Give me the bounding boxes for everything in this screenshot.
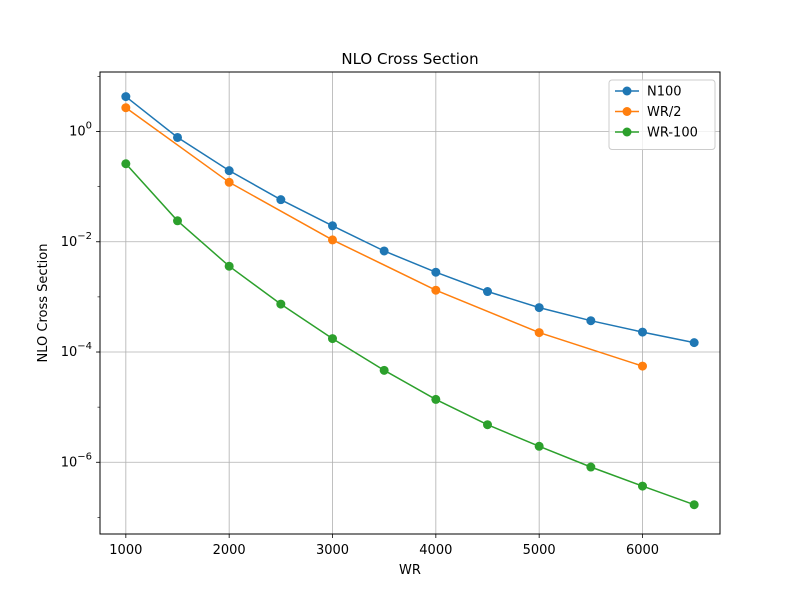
y-tick-label: 100 xyxy=(69,120,92,139)
data-point xyxy=(121,103,131,113)
data-point xyxy=(328,221,337,231)
series-line xyxy=(125,163,695,506)
data-point xyxy=(689,338,699,348)
x-tick-label: 1000 xyxy=(109,543,142,558)
x-tick-label: 6000 xyxy=(626,543,659,558)
data-point xyxy=(638,361,647,371)
legend-marker xyxy=(622,86,632,96)
data-point xyxy=(689,500,699,510)
y-axis-label: NLO Cross Section xyxy=(36,244,51,363)
series-N100 xyxy=(121,92,699,348)
legend-marker xyxy=(622,127,632,137)
data-point xyxy=(328,235,337,245)
data-point xyxy=(173,132,182,142)
series-line xyxy=(125,96,695,344)
data-point xyxy=(431,285,441,295)
data-point xyxy=(224,177,234,187)
series-line xyxy=(125,107,643,367)
data-point xyxy=(586,316,596,326)
y-tick-label: 10−4 xyxy=(61,341,92,360)
x-tick-label: 5000 xyxy=(523,543,556,558)
data-point xyxy=(534,303,544,313)
data-point xyxy=(638,327,647,337)
x-tick-label: 4000 xyxy=(419,543,452,558)
data-point xyxy=(379,365,389,375)
series-WR-100 xyxy=(121,159,699,510)
legend-label: N100 xyxy=(647,85,682,100)
data-point xyxy=(379,246,389,256)
data-point xyxy=(328,334,337,344)
data-point xyxy=(483,287,492,297)
legend: N100 WR/2 WR-100 xyxy=(608,79,716,150)
legend-item: N100 xyxy=(615,85,682,100)
legend-label: WR/2 xyxy=(647,105,682,120)
data-point xyxy=(276,299,286,309)
data-point xyxy=(224,261,234,271)
data-point xyxy=(121,92,131,102)
x-axis-label: WR xyxy=(399,563,421,578)
ticks: 1000 2000 3000 4000 5000 6000 10−6 10−4 10−2 100 xyxy=(61,76,659,558)
data-point xyxy=(121,159,131,169)
x-tick-label: 3000 xyxy=(316,543,349,558)
chart-title: NLO Cross Section xyxy=(341,50,478,68)
y-tick-label: 10−2 xyxy=(61,231,92,250)
series-layer xyxy=(121,92,699,510)
series-WR/2 xyxy=(121,103,647,371)
data-point xyxy=(224,166,234,176)
legend-item: WR/2 xyxy=(615,105,682,120)
data-point xyxy=(276,195,286,205)
data-point xyxy=(173,216,182,226)
data-point xyxy=(638,481,647,491)
data-point xyxy=(431,394,441,404)
legend-label: WR-100 xyxy=(647,126,698,141)
y-tick-label: 10−6 xyxy=(61,451,92,470)
legend-item: WR-100 xyxy=(615,126,698,141)
data-point xyxy=(431,267,441,277)
data-point xyxy=(586,462,596,472)
legend-marker xyxy=(622,107,632,116)
data-point xyxy=(534,441,544,451)
data-point xyxy=(483,420,492,430)
x-tick-label: 2000 xyxy=(213,543,246,558)
data-point xyxy=(534,328,544,338)
plot-frame xyxy=(99,71,721,535)
